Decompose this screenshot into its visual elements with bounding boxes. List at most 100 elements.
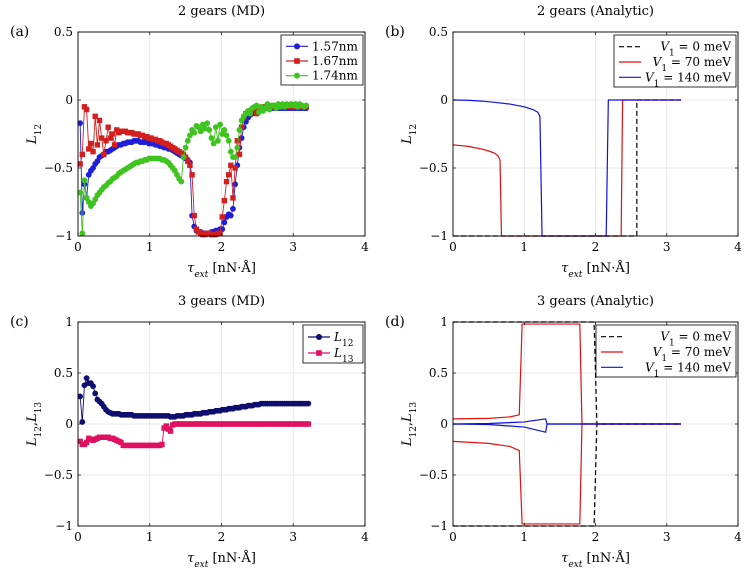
x-tick-label: 3 — [663, 530, 671, 544]
data-point — [178, 178, 185, 185]
series-line-v1-0-mev — [453, 321, 681, 425]
panel-label: (d) — [385, 314, 405, 330]
data-point — [90, 148, 96, 155]
y-tick-label: 0.5 — [429, 366, 448, 380]
data-point — [107, 135, 113, 141]
data-point — [187, 132, 193, 139]
data-point — [238, 135, 245, 141]
y-tick-label: −0.5 — [44, 468, 73, 482]
chart-title: 3 gears (MD) — [178, 294, 265, 309]
y-axis-label: L12,L13 — [25, 402, 44, 448]
x-tick-label: 0 — [74, 240, 82, 254]
data-point — [305, 421, 312, 427]
plot-area — [453, 321, 681, 527]
y-tick-label: 0 — [65, 417, 73, 431]
data-point — [105, 124, 111, 130]
data-point — [101, 151, 107, 158]
legend-box — [613, 34, 737, 88]
y-tick-label: −1 — [430, 229, 448, 243]
data-point — [94, 142, 101, 148]
data-point — [114, 127, 120, 133]
x-tick-label: 4 — [734, 240, 742, 254]
data-point — [88, 140, 94, 147]
series-line-v1-140-mev — [453, 423, 681, 433]
data-point — [193, 226, 200, 232]
legend-box — [302, 324, 364, 364]
legend-label: L13 — [333, 346, 354, 365]
x-tick-label: 0 — [449, 530, 457, 544]
x-tick-label: 2 — [218, 240, 226, 254]
data-point — [98, 135, 105, 141]
data-point — [111, 142, 118, 148]
data-point — [197, 128, 204, 135]
series-line-d-3 — [453, 423, 681, 525]
data-point — [81, 104, 88, 110]
data-point — [232, 154, 239, 161]
y-tick-label: −0.5 — [44, 161, 73, 175]
chart-panel-c: 0 1 2 3 4 −1 −0.5 0 0.5 1 3 gears (MD) (c) τext [nN·… — [10, 294, 369, 570]
legend-label: V1 = 140 meV — [645, 70, 731, 89]
y-axis-label-group: L12 — [400, 124, 419, 145]
x-tick-label: 0 — [449, 240, 457, 254]
plot-area — [78, 101, 310, 238]
data-point — [228, 162, 234, 168]
legend-label: V1 = 0 meV — [660, 40, 731, 59]
data-point — [230, 195, 236, 201]
data-point — [227, 212, 234, 219]
chart-title: 3 gears (Analytic) — [537, 294, 654, 309]
data-point — [81, 177, 88, 184]
data-point — [78, 120, 84, 127]
series-line-d-1 — [453, 423, 681, 527]
x-tick-label: 3 — [663, 240, 671, 254]
data-point — [118, 439, 124, 446]
x-tick-label: 1 — [520, 240, 528, 254]
x-tick-label: 3 — [289, 530, 297, 544]
data-point — [191, 212, 197, 219]
y-axis-label-group: L12,L13 — [25, 402, 44, 448]
data-point — [83, 106, 90, 113]
data-point — [159, 441, 165, 448]
data-point — [221, 127, 228, 133]
data-point — [206, 127, 213, 133]
x-tick-label: 3 — [289, 240, 297, 254]
data-point — [232, 165, 238, 171]
data-point — [223, 132, 230, 139]
data-point — [79, 419, 86, 425]
data-point — [92, 113, 98, 120]
data-point — [212, 124, 219, 131]
data-point — [230, 205, 236, 212]
legend-marker — [294, 72, 300, 79]
x-axis-label: τext [nN·Å] — [561, 550, 630, 570]
data-point — [184, 137, 191, 144]
data-point — [232, 181, 239, 188]
y-tick-label: 0.5 — [54, 25, 73, 39]
legend-marker — [294, 58, 300, 64]
data-point — [234, 138, 240, 144]
x-tick-label: 0 — [74, 530, 82, 544]
data-point — [78, 393, 84, 400]
legend-label: L12 — [333, 330, 353, 349]
y-tick-label: 0 — [440, 417, 448, 431]
y-axis-label-group: L12,L13 — [400, 402, 419, 448]
legend-marker — [316, 350, 322, 356]
x-tick-label: 1 — [520, 530, 528, 544]
data-point — [79, 230, 86, 237]
y-tick-label: 0.5 — [54, 366, 73, 380]
data-point — [225, 172, 232, 178]
y-tick-label: 1 — [440, 315, 448, 329]
data-point — [238, 124, 245, 130]
data-point — [234, 144, 241, 151]
data-point — [90, 383, 96, 390]
chart-panel-a: 0 1 2 3 4 −1 −0.5 0 0.5 2 gears (MD) (a) τext [nN·Å… — [10, 4, 369, 280]
y-axis-label: L12,L13 — [400, 402, 419, 448]
x-tick-label: 4 — [734, 530, 742, 544]
data-point — [219, 214, 225, 220]
data-point — [221, 219, 228, 226]
data-point — [92, 390, 99, 397]
y-tick-label: −0.5 — [419, 161, 448, 175]
